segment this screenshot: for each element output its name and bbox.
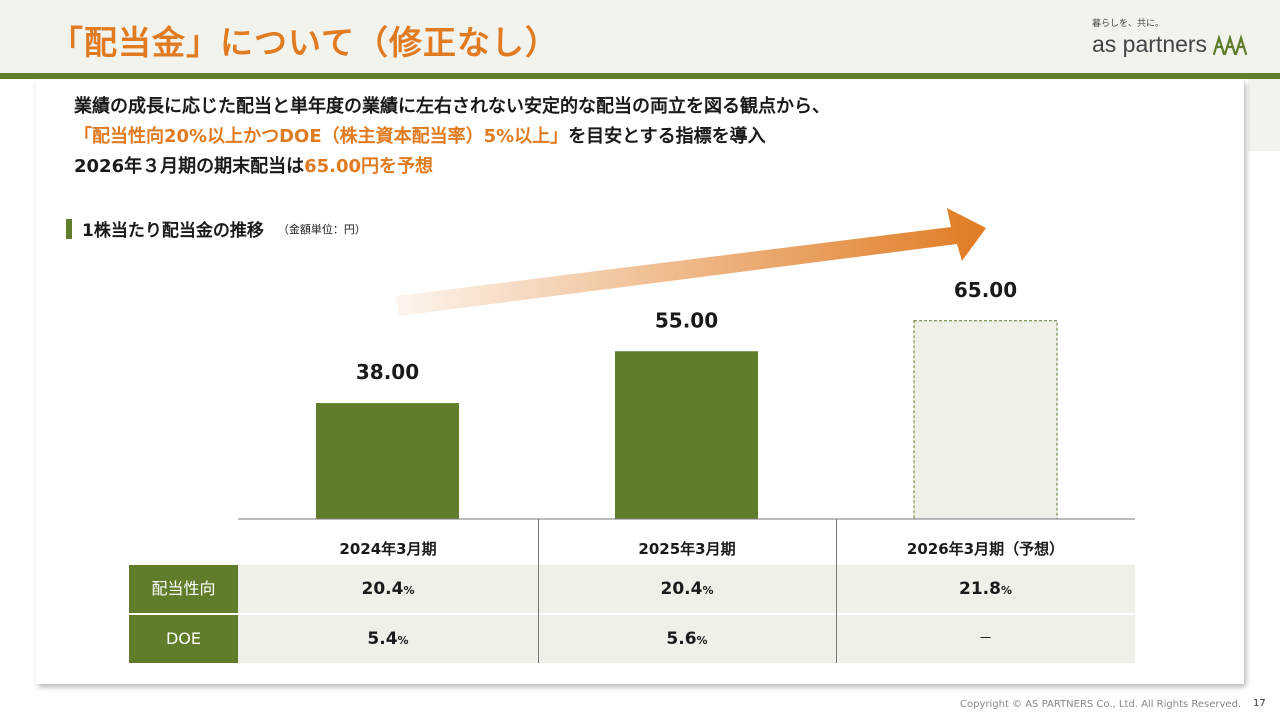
intro-highlight-policy: 「配当性向20%以上かつDOE（株主資本配当率）5%以上」 — [74, 126, 569, 147]
table-cell: 5.4% — [238, 615, 538, 663]
cell-value: 21.8 — [959, 579, 1001, 599]
table-cell: 5.6% — [538, 615, 836, 663]
page-title: 「配当金」について（修正なし） — [50, 23, 560, 62]
bar-0 — [316, 403, 459, 519]
section-unit: （金額単位：円） — [277, 222, 366, 236]
growth-arrow-icon — [396, 208, 986, 316]
row-bg-payout — [238, 565, 1135, 613]
table-cell: 20.4% — [238, 565, 538, 613]
table-cell: 20.4% — [538, 565, 836, 613]
logo-text: as partners — [1092, 31, 1208, 57]
bar-value-label: 65.00 — [954, 278, 1017, 302]
intro-line-1: 業績の成長に応じた配当と単年度の業績に左右されない安定的な配当の両立を図る観点か… — [74, 96, 830, 117]
cell-value: 20.4 — [660, 579, 703, 599]
bar-value-label: 55.00 — [655, 308, 718, 332]
col-header-2024: 2024年3月期 — [339, 540, 437, 558]
column-separator — [538, 519, 539, 663]
col-header-2025: 2025年3月期 — [638, 540, 736, 558]
intro-line-3: 2026年３月期の期末配当は65.00円を予想 — [74, 152, 830, 182]
cell-unit: % — [403, 584, 415, 597]
header-divider — [0, 73, 1280, 79]
intro-line-2-rest: を目安とする指標を導入 — [568, 126, 766, 147]
cell-value: 5.6 — [666, 629, 697, 649]
intro-line-3-prefix: 2026年３月期の期末配当は — [74, 156, 305, 177]
bar-1 — [615, 351, 758, 519]
right-accent-band — [1248, 79, 1280, 151]
row-label-payout-ratio: 配当性向 — [129, 565, 238, 613]
column-separator — [836, 519, 837, 663]
intro-highlight-forecast: 65.00円を予想 — [304, 156, 434, 177]
logo-tagline: 暮らしを、共に。 — [1092, 19, 1165, 29]
section-title: 1株当たり配当金の推移 — [82, 221, 264, 241]
cell-value: 20.4 — [361, 579, 404, 599]
col-header-2026: 2026年3月期（予想） — [906, 540, 1065, 558]
cell-value: 5.4 — [367, 629, 398, 649]
section-marker — [66, 218, 72, 239]
page-number: 17 — [1253, 698, 1266, 709]
cell-unit: % — [397, 634, 409, 647]
section-heading: 1株当たり配当金の推移 （金額単位：円） — [66, 216, 366, 241]
row-label-doe: DOE — [129, 615, 238, 663]
header-band — [0, 0, 1280, 74]
row-bg-doe — [238, 615, 1135, 663]
bar-forecast-2026 — [913, 320, 1058, 520]
cell-unit: % — [696, 634, 708, 647]
bar-value-label: 38.00 — [356, 360, 419, 384]
copyright-text: Copyright © AS PARTNERS Co., Ltd. All Ri… — [960, 699, 1242, 710]
cell-unit: % — [702, 584, 714, 597]
cell-value: － — [978, 631, 993, 647]
logo-mark-icon — [1212, 34, 1248, 56]
intro-text: 業績の成長に応じた配当と単年度の業績に左右されない安定的な配当の両立を図る観点か… — [74, 92, 830, 182]
cell-unit: % — [1000, 584, 1012, 597]
table-cell: 21.8% — [836, 565, 1135, 613]
table-cell: － — [836, 615, 1135, 663]
intro-line-2: 「配当性向20%以上かつDOE（株主資本配当率）5%以上」を目安とする指標を導入 — [74, 122, 830, 152]
